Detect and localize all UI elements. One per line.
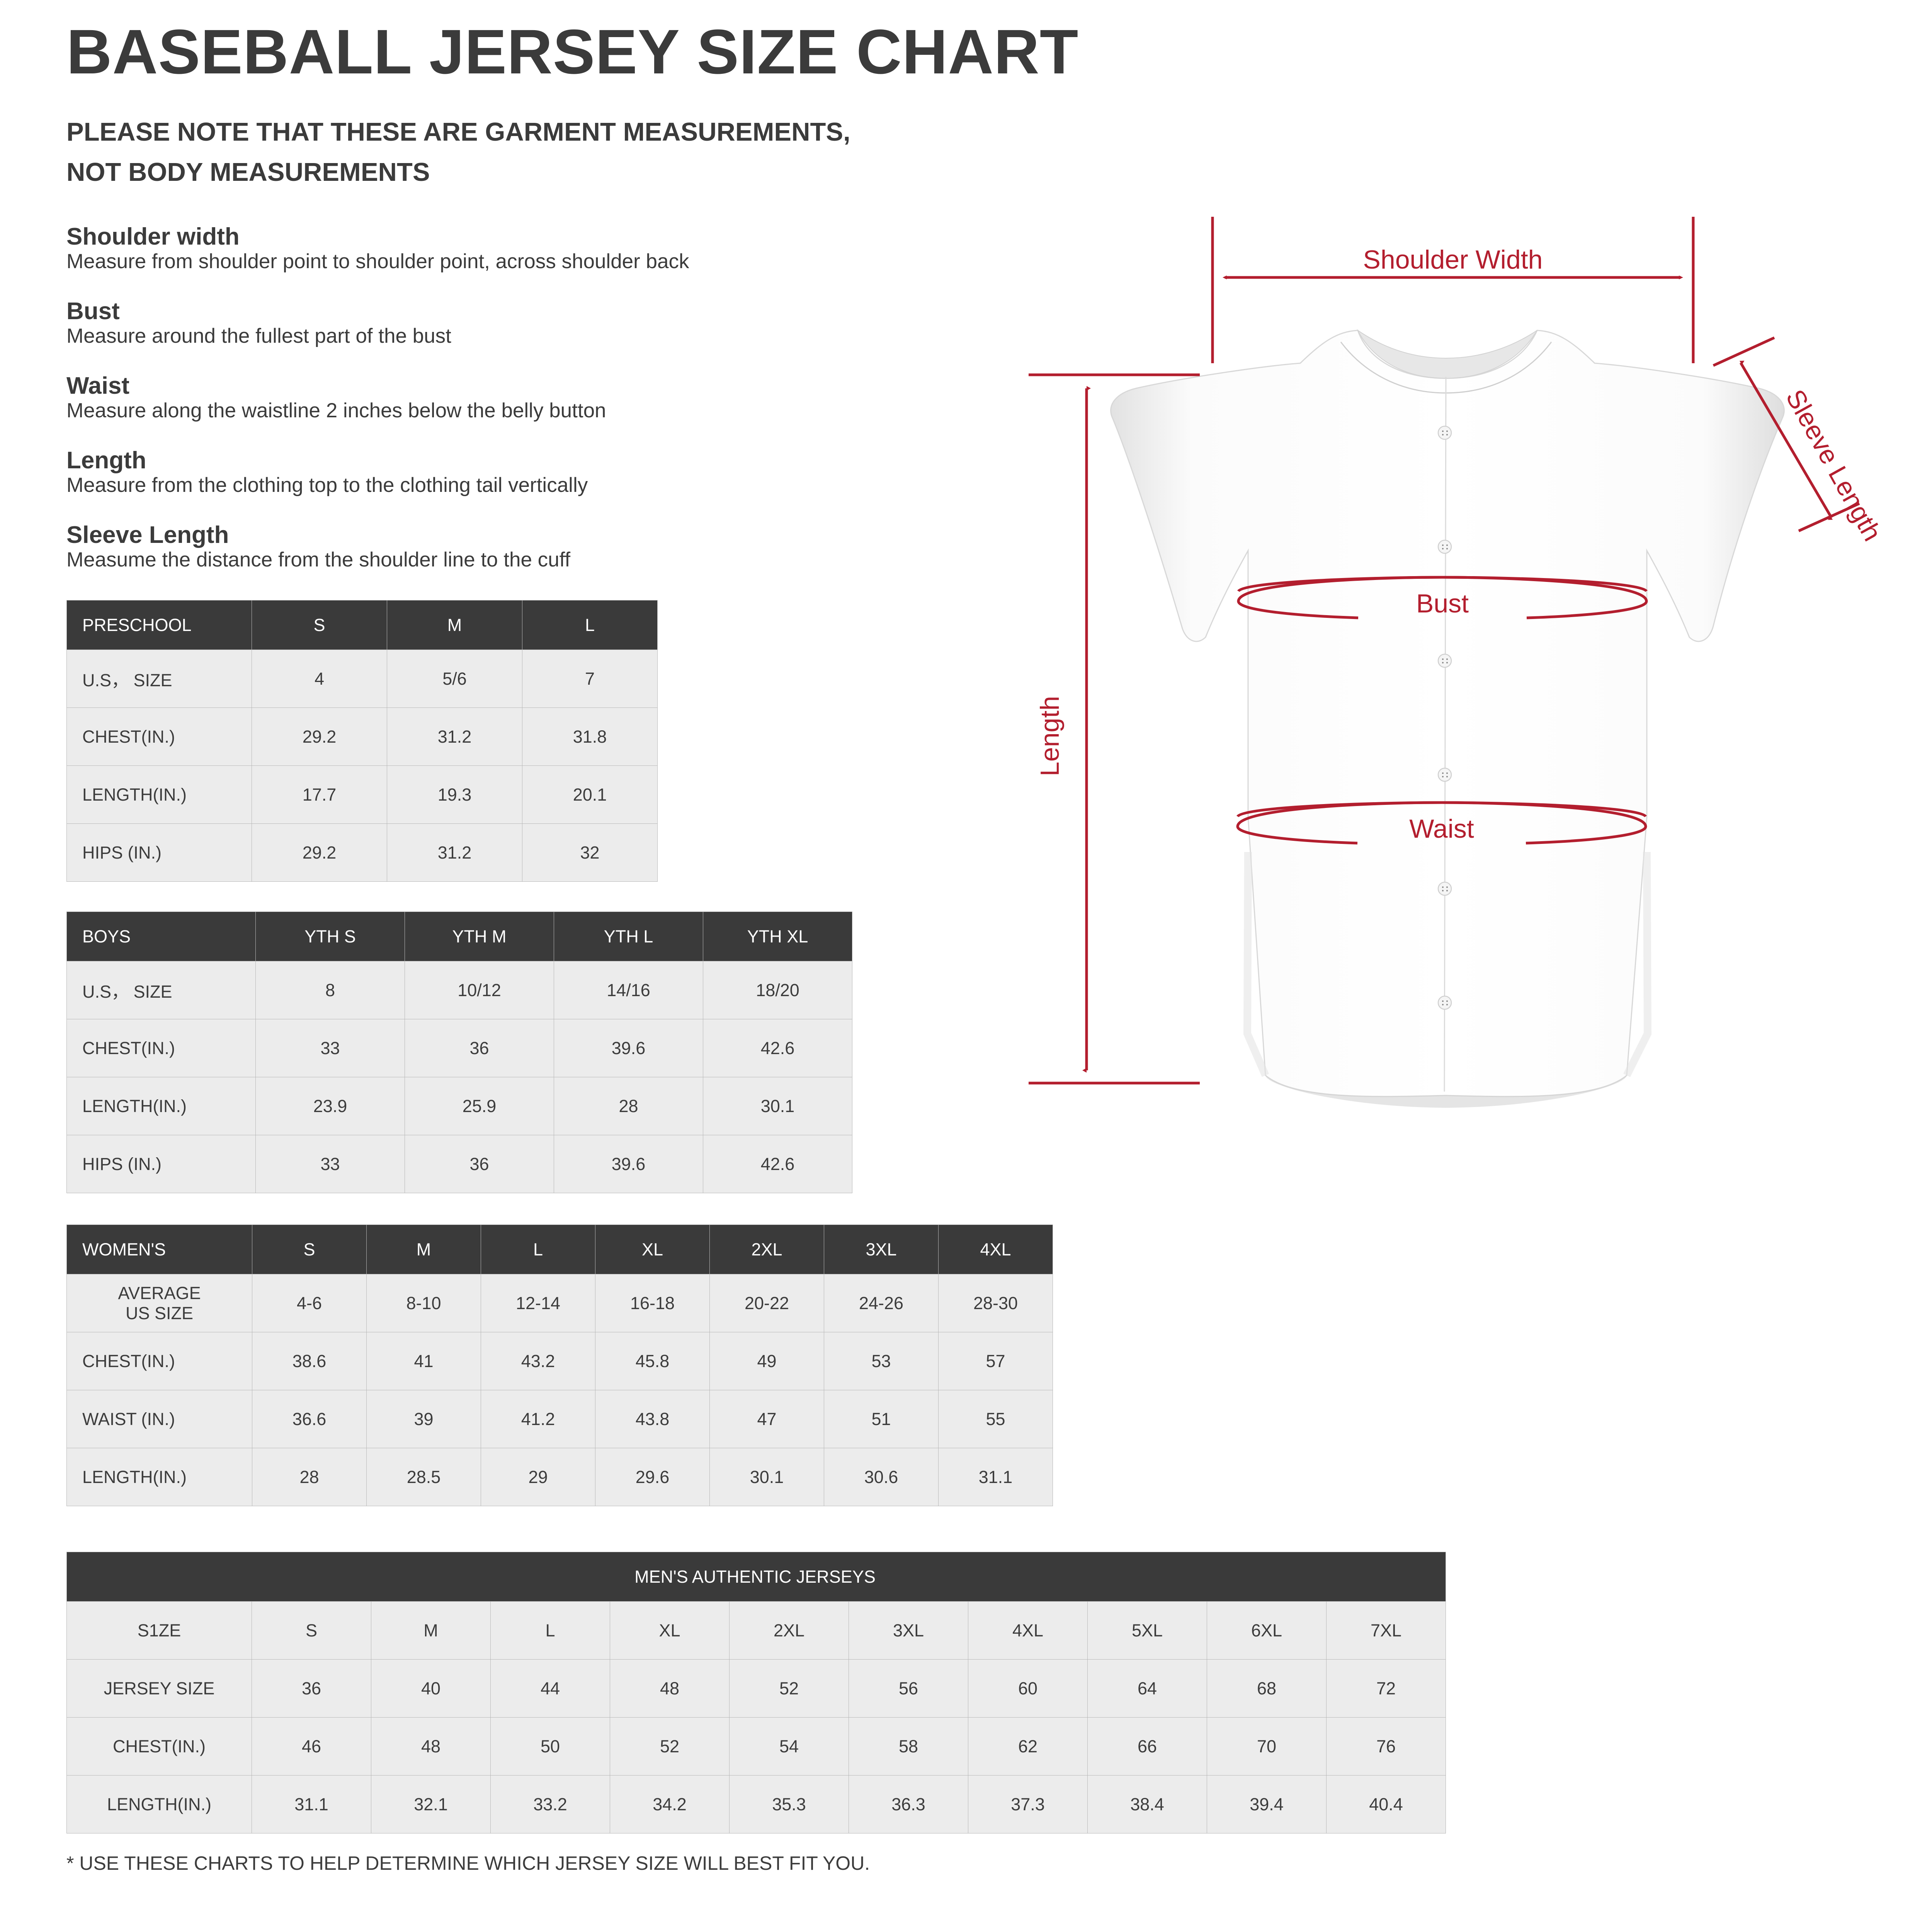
- svg-text:Bust: Bust: [1416, 589, 1469, 618]
- svg-text:Sleeve Length: Sleeve Length: [1780, 384, 1887, 546]
- svg-text:Length: Length: [1035, 696, 1065, 776]
- svg-text:Waist: Waist: [1409, 814, 1474, 844]
- svg-text:Shoulder Width: Shoulder Width: [1363, 245, 1543, 274]
